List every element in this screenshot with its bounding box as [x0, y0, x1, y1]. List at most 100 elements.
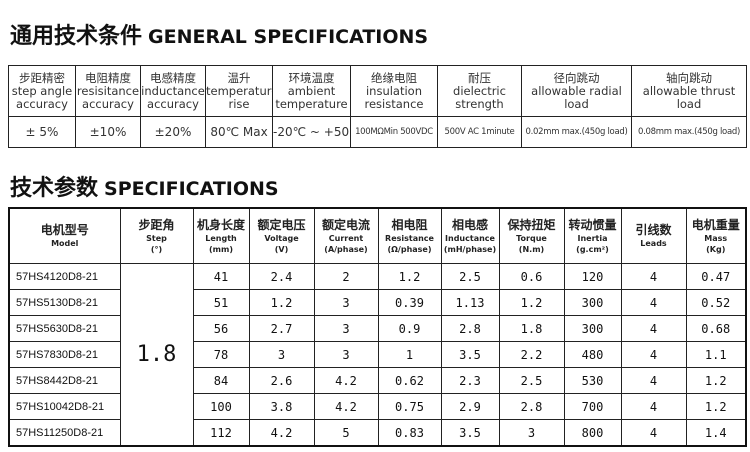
header-line: (V) — [274, 244, 289, 254]
value-cell: 480 — [563, 341, 622, 368]
header-line: allowable radial — [531, 83, 622, 98]
header-line: 电机重量 — [691, 217, 740, 232]
table-row: 57HS10042D8-21 100 3.8 4.2 0.75 2.9 2.8 700 4 1.2 — [8, 393, 747, 420]
model-cell: 57HS5130D8-21 — [8, 289, 121, 316]
header-line: accuracy — [82, 96, 134, 111]
header-cell: 轴向跳动 allowable thrust load — [631, 65, 747, 117]
header-cell: 额定电流 Current (A/phase) — [313, 207, 379, 264]
value-cell: 4 — [620, 393, 687, 420]
value-cell: 4 — [620, 367, 687, 394]
header-line: (N.m) — [518, 244, 545, 254]
value-cell: 3.5 — [440, 341, 500, 368]
value-cell: 1.13 — [440, 289, 500, 316]
header-cell: 绝缘电阻 insulation resistance — [350, 65, 438, 117]
header-cell: 转动惯量 Inertia (g.cm²) — [563, 207, 622, 264]
model-cell: 57HS4120D8-21 — [8, 263, 121, 290]
table-row: 57HS11250D8-21 112 4.2 5 0.83 3.5 3 800 4 1.4 — [8, 419, 747, 447]
header-line: step angle — [11, 83, 73, 98]
header-line: Inertia — [577, 233, 608, 243]
table-row: 57HS5130D8-21 51 1.2 3 0.39 1.13 1.2 300 4 0.52 — [8, 289, 747, 316]
header-line: temperature — [206, 83, 273, 98]
header-line: dielectric — [453, 83, 506, 98]
header-line: 绝缘电阻 — [371, 70, 417, 85]
value-cell: 3 — [498, 419, 565, 447]
header-cell: 温升 temperature rise — [205, 65, 273, 117]
value-cell: 5 — [313, 419, 379, 447]
value-cell: 1.4 — [685, 419, 747, 447]
value-cell: 3 — [313, 341, 379, 368]
header-cell: 额定电压 Voltage (V) — [248, 207, 315, 264]
title-en: SPECIFICATIONS — [104, 178, 279, 200]
header-line: 转动惯量 — [568, 217, 617, 232]
header-cell: 环境温度 ambient temperature — [272, 65, 351, 117]
header-line: (A/phase) — [324, 244, 368, 254]
header-cell: 径向跳动 allowable radial load — [521, 65, 632, 117]
header-line: 机身长度 — [196, 217, 245, 232]
header-line: (Ω/phase) — [387, 244, 432, 254]
header-line: resisitance — [76, 83, 140, 98]
value-cell: 78 — [192, 341, 250, 368]
header-line: 电阻精度 — [85, 70, 131, 85]
value-cell: 1.2 — [685, 393, 747, 420]
value-cell: 80℃ Max — [205, 116, 273, 148]
header-line: (g.cm²) — [576, 244, 609, 254]
model-cell: 57HS11250D8-21 — [8, 419, 121, 447]
value-cell: 112 — [192, 419, 250, 447]
value-cell: 0.6 — [498, 263, 565, 290]
header-line: load — [676, 96, 702, 111]
value-cell: 56 — [192, 315, 250, 342]
header-line: accuracy — [16, 96, 68, 111]
table-row: 57HS7830D8-21 78 3 3 1 3.5 2.2 480 4 1.1 — [8, 341, 747, 368]
value-cell: 3 — [313, 289, 379, 316]
value-cell: 2 — [313, 263, 379, 290]
header-line: 步距精密 — [19, 70, 65, 85]
value-cell: 0.62 — [377, 367, 442, 394]
value-cell: -20℃ ~ +50℃ — [272, 116, 351, 148]
value-cell: 0.39 — [377, 289, 442, 316]
header-line: inductance — [141, 83, 205, 98]
header-line: (mm) — [209, 244, 233, 254]
model-cell: 57HS8442D8-21 — [8, 367, 121, 394]
value-cell: 2.8 — [440, 315, 500, 342]
value-cell: 2.9 — [440, 393, 500, 420]
value-cell: 3 — [313, 315, 379, 342]
header-line: 引线数 — [635, 223, 672, 237]
value-cell: 2.7 — [248, 315, 315, 342]
value-cell: 2.5 — [440, 263, 500, 290]
value-cell: 800 — [563, 419, 622, 447]
header-line: 电机型号 — [40, 223, 89, 237]
value-cell: 700 — [563, 393, 622, 420]
header-cell: 相电阻 Resistance (Ω/phase) — [377, 207, 442, 264]
general-specifications-title: 通用技术条件 GENERAL SPECIFICATIONS — [10, 18, 428, 50]
value-cell: ± 5% — [8, 116, 76, 148]
title-en: GENERAL SPECIFICATIONS — [148, 26, 429, 48]
value-cell: 4 — [620, 263, 687, 290]
header-line: allowable thrust — [642, 83, 736, 98]
header-line: 温升 — [227, 70, 251, 85]
value-cell: 2.4 — [248, 263, 315, 290]
value-cell: 4 — [620, 419, 687, 447]
header-cell: 机身长度 Length (mm) — [192, 207, 250, 264]
header-cell: 电机型号 Model — [8, 207, 121, 264]
header-line: 相电感 — [451, 217, 488, 232]
table-row: 57HS4120D8-21 1.8 41 2.4 2 1.2 2.5 0.6 120 4 0.47 — [8, 263, 747, 447]
header-line: Resistance — [385, 233, 434, 243]
value-cell: 1 — [377, 341, 442, 368]
header-line: 保持扭矩 — [507, 217, 556, 232]
value-cell: 300 — [563, 315, 622, 342]
value-cell: 51 — [192, 289, 250, 316]
specifications-table: 电机型号 Model 步距角 Step (°) 机身长度 Length (mm) 额定电压 Vol… — [8, 207, 747, 447]
value-cell: 1.2 — [248, 289, 315, 316]
value-cell: 1.8 — [498, 315, 565, 342]
header-cell: 引线数 Leads — [620, 207, 687, 264]
header-line: Voltage — [264, 233, 299, 243]
value-cell: 3.8 — [248, 393, 315, 420]
value-cell: 3 — [248, 341, 315, 368]
value-cell: 0.9 — [377, 315, 442, 342]
value-cell: 300 — [563, 289, 622, 316]
header-line: Length — [205, 233, 237, 243]
header-line: Mass — [704, 233, 728, 243]
header-cell: 步距精密 step angle accuracy — [8, 65, 76, 117]
model-cell: 57HS7830D8-21 — [8, 341, 121, 368]
value-cell: 0.52 — [685, 289, 747, 316]
